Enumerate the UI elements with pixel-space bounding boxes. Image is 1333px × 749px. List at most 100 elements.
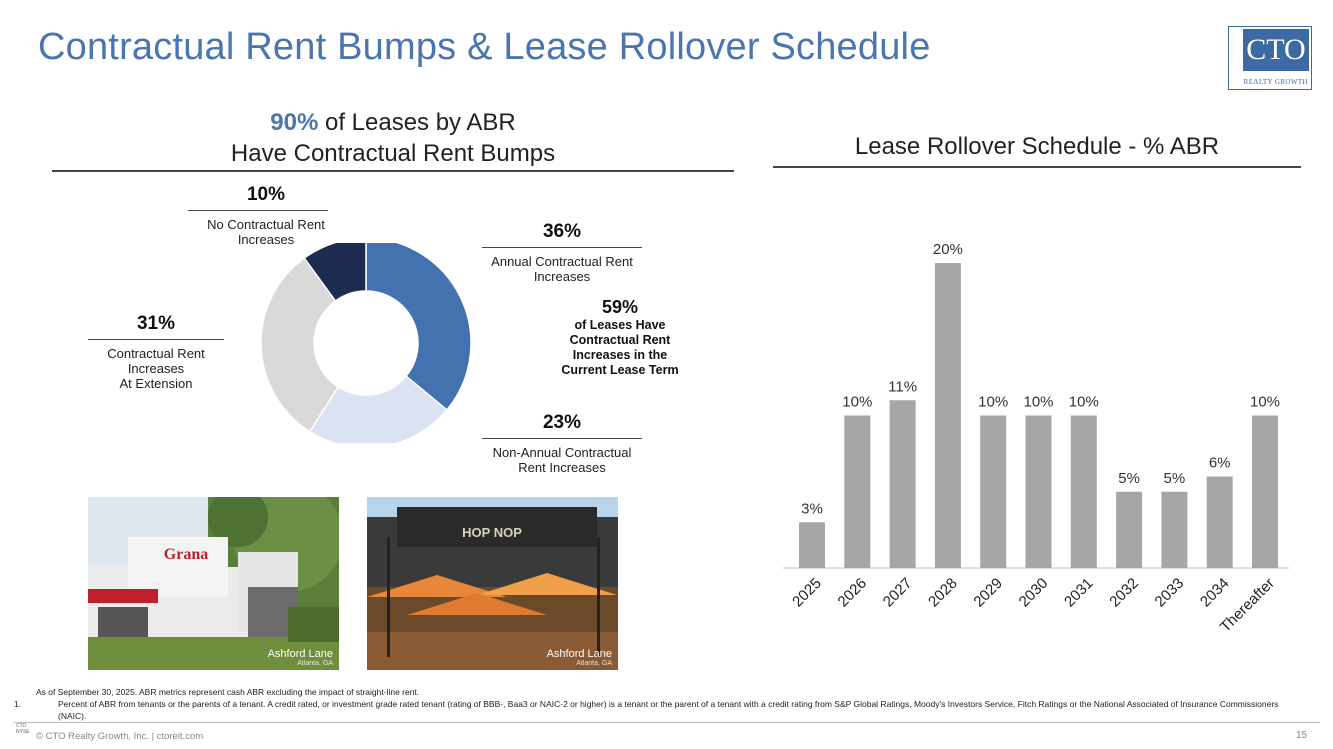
photo-hop-nop-patio: HOP NOP Ashford Lane Atlanta, GA: [367, 497, 618, 670]
callout-current-term: 59% of Leases Have Contractual Rent Incr…: [540, 297, 700, 378]
chart-title: Lease Rollover Schedule - % ABR: [854, 133, 1220, 160]
x-tick-label: 2026: [835, 575, 871, 611]
bar-2028: [934, 263, 961, 568]
callout-value: 31%: [136, 313, 176, 334]
callout-no-bumps: 10% No Contractual Rent Increases: [188, 184, 342, 247]
callout-label: Contractual Rent: [569, 333, 671, 347]
photo-caption: Ashford Lane Atlanta, GA: [268, 648, 333, 667]
logo-mark: CTO: [1243, 29, 1309, 71]
bar-2030: [1025, 415, 1052, 568]
data-label: 10%: [842, 394, 872, 411]
bar-2031: [1070, 415, 1097, 568]
x-tick-label: 2028: [925, 575, 961, 611]
callout-label: Rent Increases: [518, 460, 606, 475]
data-label: 3%: [801, 500, 823, 517]
footer-ticker-top: CTO: [16, 723, 27, 729]
callout-label: Increases: [127, 361, 185, 376]
page-number: 15: [1296, 730, 1308, 741]
page-title: Contractual Rent Bumps & Lease Rollover …: [38, 26, 931, 68]
callout-divider: [482, 438, 642, 439]
callout-divider: [188, 210, 328, 211]
callout-annual: 36% Annual Contractual Rent Increases: [482, 221, 642, 284]
x-tick-label: 2033: [1152, 575, 1188, 611]
photo-hop-nop-illustration: HOP NOP: [367, 497, 618, 670]
callout-label: Contractual Rent: [107, 346, 205, 361]
rollover-heading: Lease Rollover Schedule - % ABR: [773, 131, 1301, 162]
footnote-number: 1.: [14, 699, 22, 709]
bar-2033: [1161, 491, 1188, 568]
data-label: 10%: [978, 394, 1008, 411]
bar-2032: [1116, 491, 1143, 568]
x-tick-label: 2032: [1106, 575, 1142, 611]
bar-2025: [799, 522, 825, 568]
x-tick-label: 2034: [1197, 575, 1233, 611]
donut-slice-2: [308, 375, 448, 443]
callout-divider: [482, 247, 642, 248]
callout-label: No Contractual Rent: [207, 217, 325, 232]
callout-label: Current Lease Term: [561, 363, 679, 377]
rent-bumps-heading: 90% of Leases by ABR Have Contractual Re…: [52, 107, 734, 169]
heading-text: of Leases by ABR: [318, 109, 516, 136]
lease-rollover-bar-chart: 3% 2025 10% 2026 11% 2027 20% 2028 10% 2029 10% 203…: [783, 241, 1289, 636]
photo-caption-title: Ashford Lane: [546, 648, 612, 660]
donut-slice-4: [303, 243, 367, 302]
callout-value: 23%: [542, 412, 582, 433]
footer-divider: [14, 722, 1320, 723]
bar-2029: [980, 415, 1007, 568]
bar-2027: [889, 400, 916, 568]
data-label: 10%: [1069, 394, 1099, 411]
data-label: 5%: [1118, 470, 1140, 487]
x-tick-label: 2025: [789, 575, 825, 611]
callout-value: 10%: [246, 184, 286, 205]
callout-value: 36%: [542, 221, 582, 242]
footer-copyright: © CTO Realty Growth, Inc. | ctoreit.com: [36, 731, 204, 742]
data-label: 10%: [1023, 394, 1053, 411]
x-tick-label: 2031: [1061, 575, 1097, 611]
logo-subtext: REALTY GROWTH: [1243, 78, 1308, 86]
callout-label: Increases: [237, 232, 295, 247]
heading-line2: Have Contractual Rent Bumps: [230, 140, 556, 167]
donut-slice-3: [260, 257, 340, 433]
heading-percent: 90%: [270, 109, 319, 136]
callout-label: Increases: [533, 269, 591, 284]
photo-sign-text: Grana: [164, 546, 208, 563]
x-tick-label: 2030: [1016, 575, 1052, 611]
footer-ticker-logo: CTO NYSE: [16, 723, 34, 735]
data-label: 11%: [888, 378, 917, 395]
data-label: 10%: [1250, 394, 1280, 411]
photo-caption-location: Atlanta, GA: [297, 660, 333, 667]
callout-divider: [88, 339, 224, 340]
callout-label: Annual Contractual Rent: [491, 254, 633, 269]
bar-thereafter: [1252, 415, 1278, 568]
bar-2034: [1206, 476, 1233, 568]
bar-2026: [844, 415, 871, 568]
photo-sign-text: HOP NOP: [462, 525, 522, 540]
donut-slice-1: [365, 243, 472, 411]
company-logo: CTO REALTY GROWTH: [1228, 26, 1312, 90]
callout-value: 59%: [601, 297, 639, 317]
callout-label: At Extension: [119, 376, 193, 391]
callout-label: of Leases Have: [574, 318, 666, 332]
x-tick-label: 2029: [970, 575, 1006, 611]
footnote-1: 1. Percent of ABR from tenants or the par…: [14, 698, 1306, 722]
right-heading-divider: [773, 166, 1301, 168]
photo-grana-restaurant: Grana Ashford Lane Atlanta, GA: [88, 497, 339, 670]
footer-ticker-bottom: NYSE: [16, 729, 30, 735]
x-tick-label: 2027: [880, 575, 916, 611]
footnote-text: Percent of ABR from tenants or the paren…: [58, 699, 1279, 721]
callout-non-annual: 23% Non-Annual Contractual Rent Increase…: [482, 412, 642, 475]
donut-chart: [260, 243, 472, 443]
photo-caption: Ashford Lane Atlanta, GA: [547, 648, 612, 667]
callout-label: Increases in the: [572, 348, 668, 362]
data-label: 5%: [1164, 470, 1186, 487]
photo-caption-title: Ashford Lane: [267, 648, 333, 660]
data-label: 20%: [933, 241, 963, 258]
data-label: 6%: [1209, 455, 1231, 472]
photo-caption-location: Atlanta, GA: [576, 660, 612, 667]
left-heading-divider: [52, 170, 734, 172]
footnote-intro: As of September 30, 2025. ABR metrics re…: [36, 687, 420, 697]
photo-grana-illustration: Grana: [88, 497, 339, 670]
footnotes: As of September 30, 2025. ABR metrics re…: [14, 686, 1306, 722]
callout-extension: 31% Contractual Rent Increases At Extens…: [88, 313, 224, 391]
callout-label: Non-Annual Contractual: [492, 445, 632, 460]
